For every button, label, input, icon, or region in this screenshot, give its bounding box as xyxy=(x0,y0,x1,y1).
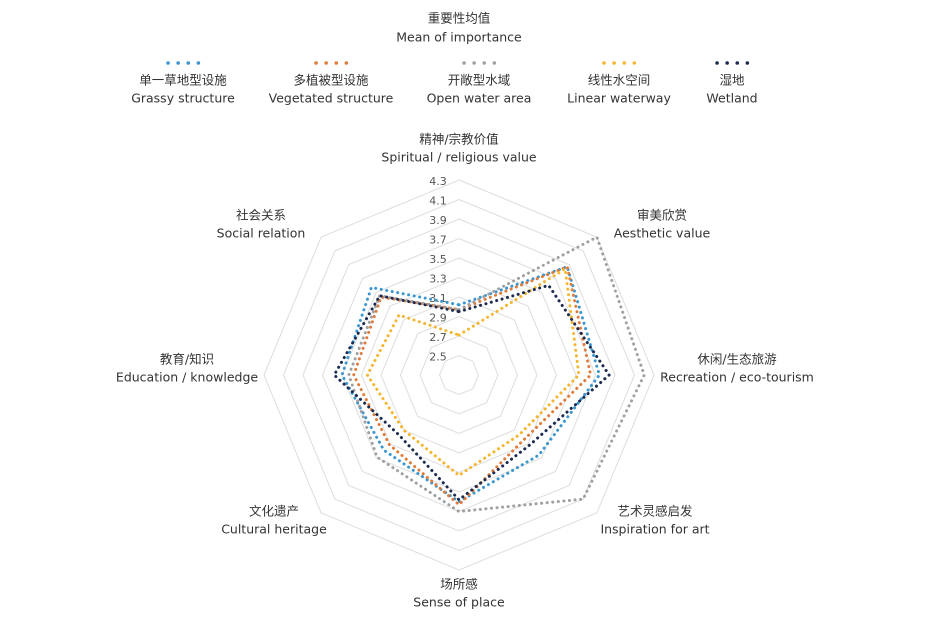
category-label: Social relation xyxy=(217,226,306,241)
r-tick-label: 3.3 xyxy=(429,273,447,286)
r-tick-label: 3.7 xyxy=(429,234,447,247)
legend-label-zh: 单一草地型设施 xyxy=(139,73,227,88)
grid-ring xyxy=(263,179,655,571)
category-label: Recreation / eco-tourism xyxy=(660,370,814,385)
grid-ring xyxy=(341,257,577,493)
r-tick-label: 4.1 xyxy=(429,195,447,208)
legend-label-zh: 多植被型设施 xyxy=(293,73,369,88)
legend-label: Open water area xyxy=(427,91,532,106)
category-label-zh: 社会关系 xyxy=(236,208,286,223)
r-tick-label: 4.3 xyxy=(429,175,447,188)
category-label-zh: 艺术灵感启发 xyxy=(617,504,693,519)
category-label: Spiritual / religious value xyxy=(381,150,536,165)
r-tick-label: 3.9 xyxy=(429,214,447,227)
category-label-zh: 休闲/生态旅游 xyxy=(697,352,777,367)
grid-ring xyxy=(438,354,480,396)
legend-label: Grassy structure xyxy=(131,91,235,106)
r-tick-label: 3.5 xyxy=(429,253,447,266)
r-tick-label: 2.9 xyxy=(429,312,447,325)
series-line xyxy=(365,266,581,478)
grid-ring xyxy=(399,315,519,435)
category-label-zh: 文化遗产 xyxy=(249,504,299,519)
r-tick-label: 2.7 xyxy=(429,331,447,344)
legend-label: Linear waterway xyxy=(567,91,671,106)
legend-label: Vegetated structure xyxy=(269,91,394,106)
category-label-zh: 教育/知识 xyxy=(160,352,214,367)
grid-ring xyxy=(419,335,499,415)
legend-label-zh: 湿地 xyxy=(719,73,745,88)
grid-ring xyxy=(380,296,538,454)
grid-ring xyxy=(360,276,558,474)
series-line xyxy=(347,234,646,514)
category-label: Sense of place xyxy=(413,595,505,610)
chart-subtitle: Mean of importance xyxy=(396,30,522,45)
grid-ring xyxy=(321,237,597,513)
category-label-zh: 审美欣赏 xyxy=(637,208,687,223)
series-line xyxy=(352,264,593,507)
legend-label-zh: 线性水空间 xyxy=(588,73,651,88)
legend-label-zh: 开敞型水域 xyxy=(448,73,511,88)
series-line xyxy=(332,283,612,502)
grid-ring xyxy=(302,218,616,532)
chart-title: 重要性均值 xyxy=(428,11,491,26)
category-label-zh: 精神/宗教价值 xyxy=(419,132,498,147)
grid-ring xyxy=(282,198,636,552)
r-tick-label: 2.5 xyxy=(429,351,447,364)
category-label-zh: 场所感 xyxy=(440,577,478,592)
category-label: Education / knowledge xyxy=(116,370,258,385)
category-label: Aesthetic value xyxy=(614,226,711,241)
category-label: Inspiration for art xyxy=(600,522,709,537)
category-label: Cultural heritage xyxy=(221,522,327,537)
legend-label: Wetland xyxy=(706,91,757,106)
series-line xyxy=(340,264,602,504)
